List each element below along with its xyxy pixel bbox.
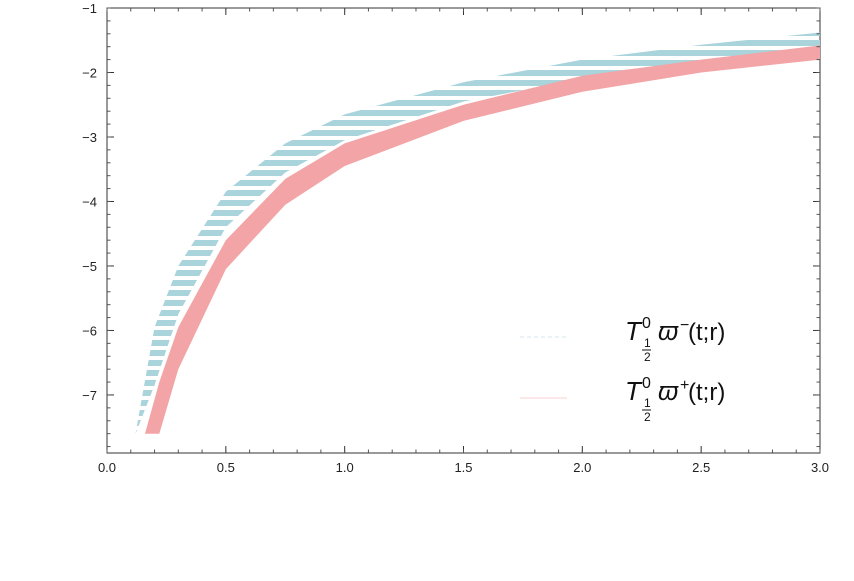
legend: T 0 1 2 ϖ − (t;r) T 0 1 2 ϖ + (t;r) (520, 315, 725, 424)
x-tick-label: 2.0 (573, 460, 591, 475)
legend-sup: 0 (642, 375, 651, 392)
y-tick-label: −7 (82, 388, 97, 403)
x-tick-label: 1.0 (336, 460, 354, 475)
y-tick-label: −4 (82, 194, 97, 209)
x-tick-label: 0.0 (98, 460, 116, 475)
legend-main: T (625, 376, 643, 406)
legend-args: (t;r) (688, 379, 725, 406)
x-tick-label: 0.5 (217, 460, 235, 475)
legend-args: (t;r) (688, 319, 725, 346)
legend-sub-den: 2 (644, 350, 651, 364)
y-tick-label: −3 (82, 130, 97, 145)
x-tick-label: 1.5 (454, 460, 472, 475)
legend-main: T (625, 316, 643, 346)
legend-omega-sup: + (680, 377, 689, 394)
legend-sup: 0 (642, 315, 651, 332)
legend-omega: ϖ (658, 316, 679, 346)
y-tick-label: −1 (82, 1, 97, 16)
legend-sub-num: 1 (644, 336, 651, 350)
legend-label-plus: T 0 1 2 ϖ + (t;r) (625, 375, 725, 424)
x-tick-label: 3.0 (811, 460, 829, 475)
legend-omega: ϖ (658, 376, 679, 406)
legend-omega-sup: − (680, 317, 689, 334)
band-series-1 (145, 45, 820, 434)
bands-layer (135, 32, 820, 434)
x-tick-label: 2.5 (692, 460, 710, 475)
y-tick-label: −2 (82, 65, 97, 80)
legend-sub-num: 1 (644, 396, 651, 410)
axes-layer: 0.0 0.5 1.0 1.5 2.0 2.5 3.0−1−2−3−4−5−6−7 (82, 1, 829, 475)
legend-sub-den: 2 (644, 410, 651, 424)
y-tick-label: −6 (82, 323, 97, 338)
legend-label-minus: T 0 1 2 ϖ − (t;r) (625, 315, 725, 364)
y-tick-label: −5 (82, 259, 97, 274)
